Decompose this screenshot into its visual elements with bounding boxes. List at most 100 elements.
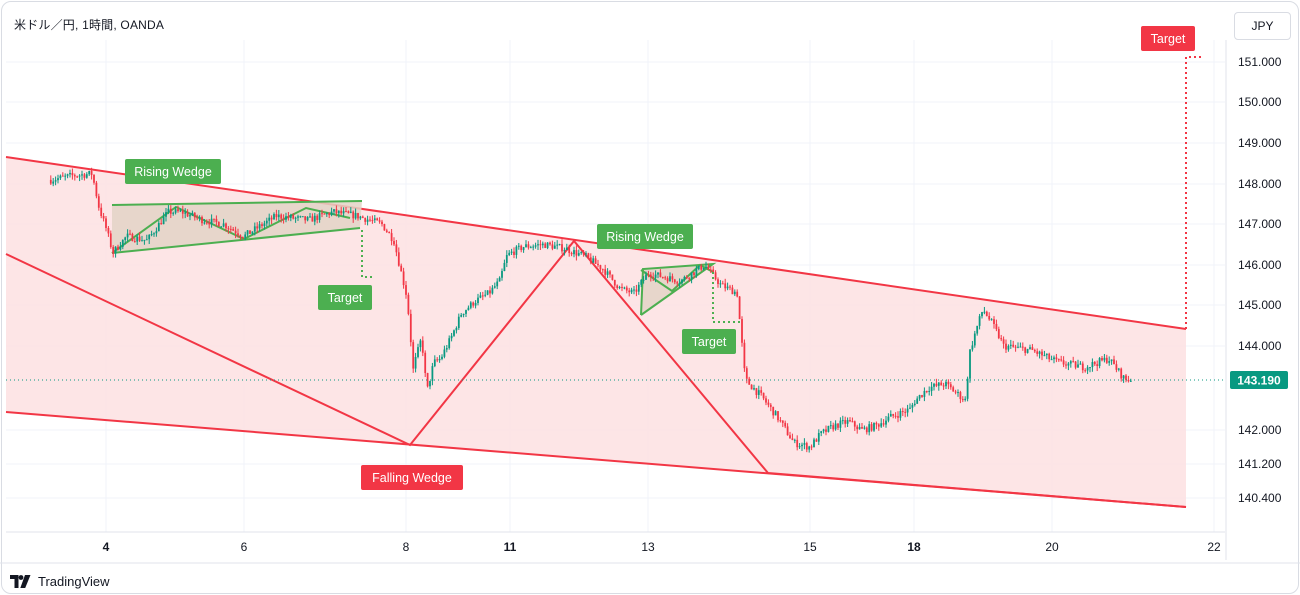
- candle-body: [709, 269, 712, 271]
- channel-upper-line[interactable]: [5, 156, 1187, 330]
- candle-body: [1084, 370, 1087, 372]
- candle-body: [95, 182, 98, 197]
- candle-body: [1117, 368, 1120, 370]
- candle-body: [724, 283, 727, 289]
- candle-body: [553, 245, 556, 249]
- candle-body: [397, 252, 400, 266]
- tradingview-brand[interactable]: TradingView: [10, 572, 110, 590]
- price-tick-label: 145.000: [1238, 298, 1282, 312]
- candle-body: [244, 234, 247, 239]
- candle-body: [59, 175, 62, 179]
- candle-body: [697, 265, 700, 270]
- candle-body: [400, 265, 403, 272]
- candle-body: [575, 250, 578, 256]
- candle-body: [525, 244, 527, 248]
- candle-body: [858, 427, 861, 430]
- candle-body: [213, 218, 215, 220]
- falling-wedge-line[interactable]: [5, 239, 1187, 508]
- candle-body: [105, 218, 107, 228]
- candle-body: [777, 411, 779, 421]
- candle-body: [1120, 368, 1123, 379]
- candle-body: [354, 213, 357, 219]
- currency-button[interactable]: JPY: [1234, 12, 1291, 40]
- annotation-label[interactable]: Rising Wedge: [125, 159, 221, 184]
- candle-body: [239, 235, 242, 237]
- candle-body: [196, 217, 199, 219]
- candle-body: [527, 244, 530, 248]
- candle-body: [705, 266, 707, 268]
- candle-body: [568, 247, 571, 254]
- rising-wedge-1-upper[interactable]: [111, 200, 363, 206]
- rising-wedge-1-lower[interactable]: [111, 227, 361, 254]
- candle-body: [637, 284, 640, 292]
- candle-body: [119, 246, 122, 250]
- candle-body: [973, 333, 976, 346]
- candle-body: [347, 211, 350, 213]
- candle-body: [1033, 349, 1036, 352]
- annotation-label-box: [597, 224, 693, 249]
- candle-body: [839, 420, 842, 428]
- candle-body: [186, 212, 189, 217]
- candle-body: [323, 213, 326, 215]
- rising-wedge-1-zigzag[interactable]: [111, 205, 351, 254]
- candle-body: [330, 211, 333, 216]
- candle-body: [1122, 375, 1125, 379]
- candle-body: [153, 233, 155, 235]
- time-tick-label: 6: [241, 540, 248, 554]
- candle-body: [551, 244, 554, 249]
- annotation-label[interactable]: Rising Wedge: [597, 224, 693, 249]
- candle-body: [376, 218, 379, 221]
- candle-body: [952, 387, 955, 392]
- candle-body: [1079, 363, 1082, 365]
- candle-body: [1077, 364, 1079, 368]
- candle-body: [592, 258, 595, 263]
- candle-body: [234, 230, 237, 234]
- candle-body: [484, 294, 487, 296]
- candle-body: [853, 421, 856, 427]
- candle-body: [342, 211, 345, 214]
- candle-body: [126, 233, 129, 238]
- candle-body: [465, 310, 467, 314]
- candle-body: [273, 214, 275, 220]
- candle-body: [313, 215, 316, 222]
- annotation-label[interactable]: Falling Wedge: [361, 465, 463, 490]
- annotation-label[interactable]: Target: [682, 329, 736, 354]
- candle-body: [745, 368, 748, 379]
- time-tick-label: 15: [803, 540, 817, 554]
- candle-body: [640, 280, 643, 285]
- candle-body: [287, 216, 290, 218]
- candle-body: [486, 290, 489, 295]
- annotation-label-box: [1141, 26, 1195, 51]
- candle-body: [688, 278, 691, 280]
- time-tick-label: 18: [907, 540, 921, 554]
- candle-body: [669, 276, 671, 282]
- candle-body: [155, 231, 158, 234]
- time-tick-label: 13: [641, 540, 655, 554]
- candle-body: [597, 263, 599, 266]
- candle-body: [335, 209, 338, 214]
- candle-body: [765, 398, 767, 403]
- candle-body: [1009, 344, 1012, 346]
- annotation-label[interactable]: Target: [1141, 26, 1195, 51]
- candle-body: [462, 313, 465, 315]
- candle-body: [961, 399, 964, 401]
- rising-wedge-2-outline[interactable]: [640, 262, 717, 316]
- candle-body: [877, 424, 880, 427]
- annotation-label[interactable]: Target: [318, 285, 372, 310]
- candle-body: [772, 406, 775, 416]
- candle-body: [702, 267, 705, 270]
- price-tick-label: 149.000: [1238, 136, 1282, 150]
- candle-body: [309, 216, 311, 218]
- candle-body: [889, 414, 892, 417]
- candle-body: [208, 222, 211, 225]
- candle-body: [1065, 364, 1067, 366]
- candle-body: [85, 174, 88, 178]
- candle-body: [289, 215, 292, 218]
- candle-body: [189, 215, 191, 217]
- candle-body: [774, 411, 777, 416]
- candle-body: [659, 272, 662, 278]
- candle-body: [558, 244, 561, 246]
- candle-body: [623, 287, 626, 289]
- candle-body: [933, 383, 935, 387]
